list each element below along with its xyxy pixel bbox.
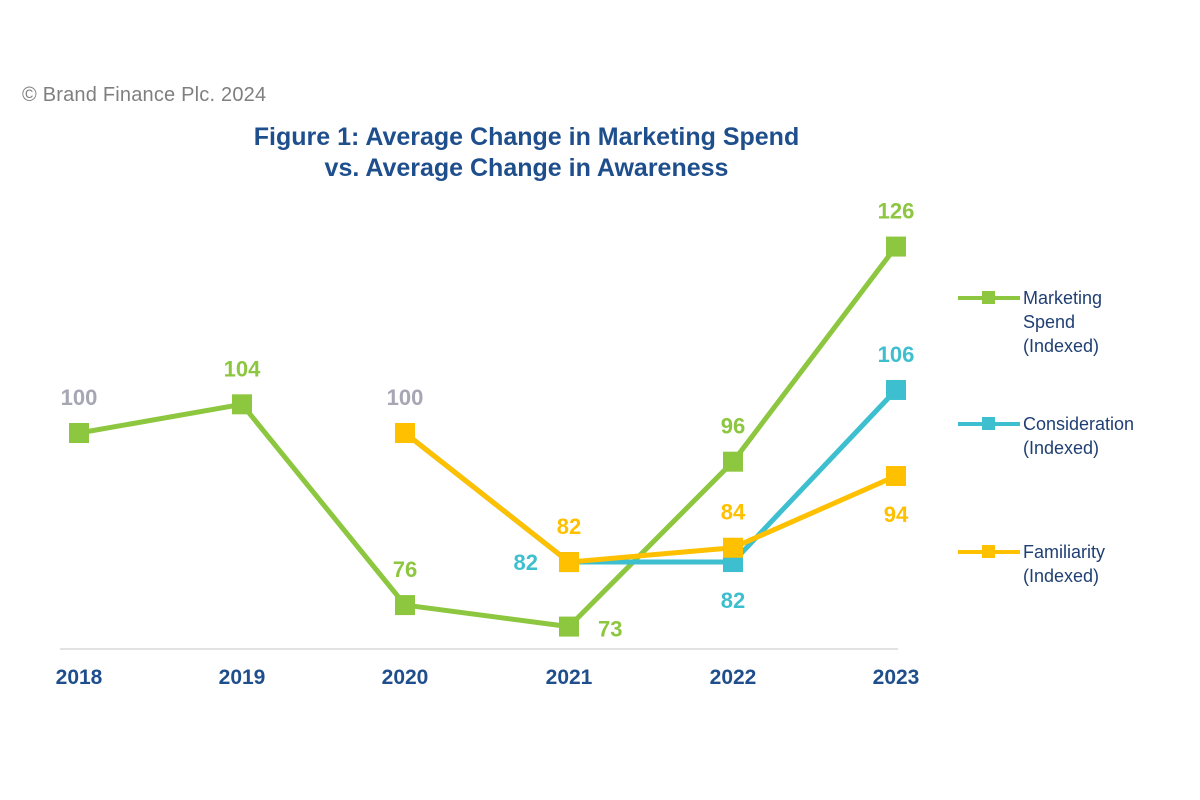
legend-label-line: Marketing xyxy=(1023,288,1103,308)
marketing-data-label-2019: 104 xyxy=(224,356,261,381)
legend-label-line: (Indexed) xyxy=(1023,438,1100,458)
x-tick-label-2022: 2022 xyxy=(710,666,757,689)
chart-title: Figure 1: Average Change in Marketing Sp… xyxy=(0,122,1053,184)
consideration-series-line xyxy=(403,388,898,565)
marketing-point-2022 xyxy=(723,451,743,472)
marketing-data-label-2023: 126 xyxy=(878,199,915,224)
x-tick-label-2018: 2018 xyxy=(56,666,103,689)
consideration-data-label-2023: 106 xyxy=(878,342,915,367)
familiarity-data-label-2022: 84 xyxy=(721,500,746,525)
consideration-data-label-2021: 82 xyxy=(514,550,538,575)
consideration-data-label-2022: 82 xyxy=(721,588,745,613)
familiarity-point-2021 xyxy=(559,552,579,573)
copyright-notice: © Brand Finance Plc. 2024 xyxy=(22,84,267,106)
familiarity-point-2023 xyxy=(886,466,906,487)
data-labels: 100 104 76 73 96 126 100 82 82 106 82 84 94 xyxy=(61,199,915,642)
familiarity-data-label-2023: 94 xyxy=(884,502,909,527)
chart-title-line-1: Figure 1: Average Change in Marketing Sp… xyxy=(253,123,800,151)
marketing-point-2021 xyxy=(559,616,579,637)
marketing-point-2020 xyxy=(395,595,415,616)
x-tick-label-2019: 2019 xyxy=(219,666,266,689)
marketing-series-line xyxy=(78,245,898,630)
legend-label-consideration: Consideration (Indexed) xyxy=(1023,412,1193,460)
series-lines xyxy=(78,245,898,630)
marketing-data-label-2022: 96 xyxy=(721,414,745,439)
x-axis-tick-labels: 2018 2019 2020 2021 2022 2023 xyxy=(56,666,920,689)
chart-title-line-2: vs. Average Change in Awareness xyxy=(324,154,729,182)
legend-label-line: Spend xyxy=(1023,312,1076,332)
marketing-data-label-2020: 76 xyxy=(393,557,417,582)
legend-label-line: (Indexed) xyxy=(1023,336,1100,356)
series-markers xyxy=(69,236,906,637)
familiarity-series-line xyxy=(403,431,898,565)
marketing-point-2023 xyxy=(886,236,906,257)
familiarity-data-label-2021: 82 xyxy=(557,514,581,539)
x-tick-label-2020: 2020 xyxy=(382,666,429,689)
consideration-point-2023 xyxy=(886,379,906,400)
marketing-point-2018 xyxy=(69,423,89,443)
x-tick-label-2021: 2021 xyxy=(546,666,593,689)
marketing-point-2019 xyxy=(232,394,252,415)
legend-swatch-familiarity xyxy=(958,545,1020,559)
legend-swatch-marketing xyxy=(958,291,1020,305)
legend-label-marketing: Marketing Spend (Indexed) xyxy=(1023,286,1193,358)
familiarity-point-2020 xyxy=(395,423,415,443)
consideration-data-label-2020: 100 xyxy=(387,385,424,410)
familiarity-point-2022 xyxy=(723,537,743,558)
legend-label-line: Familiarity xyxy=(1023,542,1106,562)
marketing-data-label-2018: 100 xyxy=(61,385,98,410)
legend-label-line: Consideration xyxy=(1023,414,1135,434)
legend-label-familiarity: Familiarity (Indexed) xyxy=(1023,540,1193,588)
marketing-data-label-2021: 73 xyxy=(598,617,622,642)
legend-label-line: (Indexed) xyxy=(1023,566,1100,586)
x-tick-label-2023: 2023 xyxy=(873,666,920,689)
legend-swatch-consideration xyxy=(958,417,1020,431)
